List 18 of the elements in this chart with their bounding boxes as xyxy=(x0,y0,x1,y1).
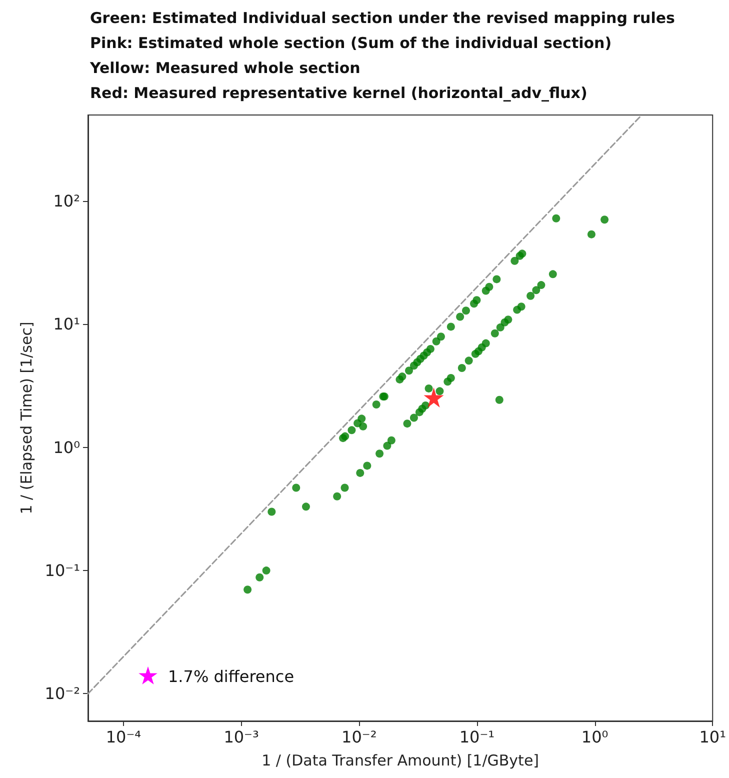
text: Red: Measured representative kernel (horizontal_adv_flux) xyxy=(90,83,588,104)
y-tick-label: 10¹ xyxy=(53,314,80,334)
x-tick-label: 10⁰ xyxy=(581,728,608,746)
y-tick-label: 10⁻² xyxy=(44,684,80,704)
y-tick-label: 10⁰ xyxy=(53,438,80,457)
x-tick-label: 10⁻¹ xyxy=(459,728,495,746)
x-tick-label: 10¹ xyxy=(699,728,726,746)
x-tick-label: 10⁻⁴ xyxy=(106,728,142,746)
text: Yellow: Measured whole section xyxy=(90,58,362,79)
y-tick-label: 10⁻¹ xyxy=(44,561,80,580)
x-axis-title: 1 / (Data Transfer Amount) [1/GByte] xyxy=(262,752,540,770)
x-tick-label: 10⁻² xyxy=(342,728,377,746)
y-axis-title: 1 / (Elapsed Time) [1/sec] xyxy=(17,322,36,514)
x-tick-label: 10⁻³ xyxy=(224,728,259,746)
text: Green: Estimated Individual section under the revised mapping rules xyxy=(90,8,675,29)
y-tick-label: 10² xyxy=(53,192,80,211)
text: Pink: Estimated whole section (Sum of the individual section) xyxy=(90,33,613,54)
annotation: 1.7% difference xyxy=(168,666,294,686)
